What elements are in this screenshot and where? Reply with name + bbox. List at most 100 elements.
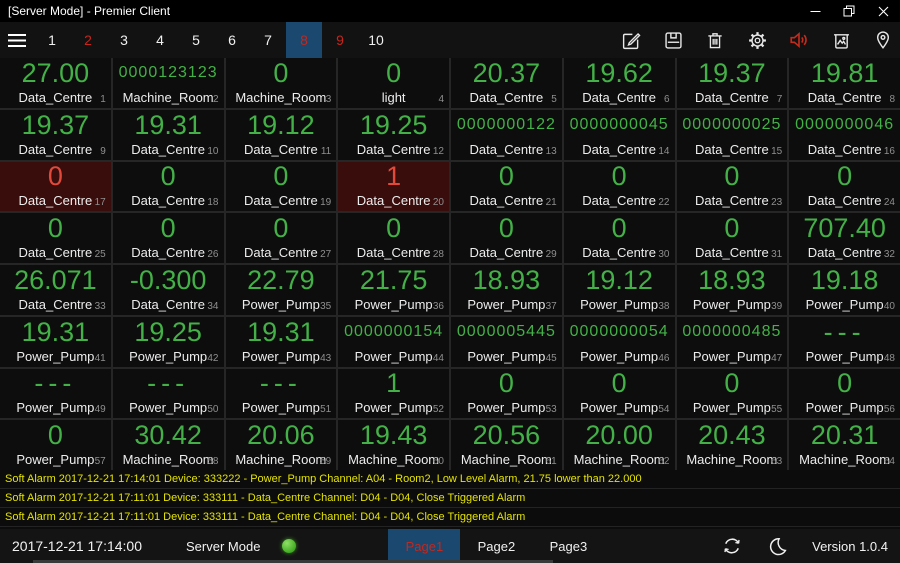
settings-button[interactable] [745,28,769,52]
value-cell[interactable]: 20.06 Machine_Room 59 [225,420,337,470]
value-cell[interactable]: 22.79 Power_Pump 35 [225,265,337,315]
value-cell[interactable]: 0000000046 Data_Centre 16 [789,109,900,160]
value-cell[interactable]: 0 Power_Pump 55 [676,368,788,419]
value-cell[interactable]: 0 Data_Centre 22 [563,161,675,212]
cell-label: Power_Pump [241,348,320,364]
save-button[interactable] [661,28,685,52]
value-cell[interactable]: 0 Machine_Room 3 [225,58,337,108]
value-cell[interactable]: 20.00 Machine_Room 62 [563,420,675,470]
value-cell[interactable]: 19.43 Machine_Room 60 [338,420,449,470]
value-cell[interactable]: 19.31 Power_Pump 41 [0,316,111,367]
location-button[interactable] [871,28,895,52]
value-cell[interactable]: 26.071 Data_Centre 33 [0,265,111,315]
value-cell[interactable]: 19.12 Power_Pump 38 [563,265,675,315]
value-cell[interactable]: 0 Data_Centre 30 [563,213,675,263]
value-cell[interactable]: 0000005445 Power_Pump 45 [451,316,562,367]
horizontal-scrollbar[interactable] [33,560,553,563]
value-cell[interactable]: 707.40 Data_Centre 32 [789,213,900,263]
value-cell[interactable]: 0 light 4 [338,58,449,108]
page-tab-page1[interactable]: Page1 [388,529,461,563]
cell-value: 0 [837,161,853,192]
menu-button[interactable] [0,22,34,58]
tab-6[interactable]: 6 [228,32,236,48]
value-cell[interactable]: 19.31 Power_Pump 43 [225,316,337,367]
value-cell[interactable]: 19.37 Data_Centre 9 [0,109,111,160]
cell-index: 26 [207,249,219,260]
value-cell[interactable]: 20.37 Data_Centre 5 [451,58,562,108]
value-cell[interactable]: 0 Power_Pump 57 [0,420,111,470]
value-cell[interactable]: 0 Data_Centre 23 [676,161,788,212]
value-cell[interactable]: 0000000485 Power_Pump 47 [676,316,788,367]
value-cell[interactable]: 19.12 Data_Centre 11 [225,109,337,160]
value-cell[interactable]: 0000000122 Data_Centre 13 [451,109,562,160]
tab-10[interactable]: 10 [368,32,384,48]
night-mode-button[interactable] [767,536,788,557]
tab-1[interactable]: 1 [48,32,56,48]
value-cell[interactable]: 0000000025 Data_Centre 15 [676,109,788,160]
value-cell[interactable]: 0000000045 Data_Centre 14 [563,109,675,160]
value-cell[interactable]: 20.31 Machine_Room 64 [789,420,900,470]
sync-button[interactable] [721,535,743,557]
tab-4[interactable]: 4 [156,32,164,48]
value-cell[interactable]: 20.43 Machine_Room 63 [676,420,788,470]
value-cell[interactable]: --- Power_Pump 49 [0,368,111,419]
value-cell[interactable]: 0 Data_Centre 18 [112,161,224,212]
tab-8[interactable]: 8 [286,22,322,58]
clear-snapshot-button[interactable] [829,28,853,52]
cell-footer: Power_Pump 35 [226,296,337,315]
tab-2[interactable]: 2 [84,32,92,48]
value-cell[interactable]: 0000123123 Machine_Room 2 [112,58,224,108]
value-cell[interactable]: 0000000154 Power_Pump 44 [338,316,449,367]
value-cell[interactable]: 18.93 Power_Pump 37 [451,265,562,315]
value-cell[interactable]: 0 Data_Centre 27 [225,213,337,263]
value-cell[interactable]: -0.300 Data_Centre 34 [112,265,224,315]
page-tab-page3[interactable]: Page3 [549,538,588,554]
value-cell[interactable]: 1 Power_Pump 52 [338,368,449,419]
value-cell[interactable]: 0 Power_Pump 54 [563,368,675,419]
delete-button[interactable] [703,28,727,52]
value-cell[interactable]: 19.25 Power_Pump 42 [112,316,224,367]
value-cell[interactable]: 1 Data_Centre 20 [338,161,449,212]
value-cell[interactable]: 0 Data_Centre 25 [0,213,111,263]
value-cell[interactable]: 0 Data_Centre 17 [0,161,111,212]
value-cell[interactable]: 0 Power_Pump 56 [789,368,900,419]
value-cell[interactable]: 0 Data_Centre 21 [451,161,562,212]
value-cell[interactable]: 27.00 Data_Centre 1 [0,58,111,108]
minimize-button[interactable] [798,0,832,22]
tab-5[interactable]: 5 [192,32,200,48]
value-cell[interactable]: 18.93 Power_Pump 39 [676,265,788,315]
value-cell[interactable]: 19.81 Data_Centre 8 [789,58,900,108]
tab-7[interactable]: 7 [264,32,272,48]
value-cell[interactable]: 0 Power_Pump 53 [451,368,562,419]
value-cell[interactable]: 20.56 Machine_Room 61 [451,420,562,470]
value-cell[interactable]: 30.42 Machine_Room 58 [112,420,224,470]
value-cell[interactable]: 19.62 Data_Centre 6 [563,58,675,108]
tab-9[interactable]: 9 [336,32,344,48]
page-tab-page2[interactable]: Page2 [477,538,516,554]
value-cell[interactable]: 21.75 Power_Pump 36 [338,265,449,315]
alarm-message[interactable]: Soft Alarm 2017-12-21 17:11:01 Device: 3… [0,508,900,527]
value-cell[interactable]: 19.18 Power_Pump 40 [789,265,900,315]
value-cell[interactable]: --- Power_Pump 48 [789,316,900,367]
audio-mute-button[interactable] [787,28,811,52]
value-cell[interactable]: 19.25 Data_Centre 12 [338,109,449,160]
window-title: [Server Mode] - Premier Client [8,4,171,18]
value-cell[interactable]: 19.37 Data_Centre 7 [676,58,788,108]
maximize-button[interactable] [832,0,866,22]
value-cell[interactable]: 0 Data_Centre 31 [676,213,788,263]
value-cell[interactable]: 0000000054 Power_Pump 46 [563,316,675,367]
value-cell[interactable]: --- Power_Pump 50 [112,368,224,419]
value-cell[interactable]: --- Power_Pump 51 [225,368,337,419]
value-cell[interactable]: 0 Data_Centre 29 [451,213,562,263]
value-cell[interactable]: 0 Data_Centre 26 [112,213,224,263]
edit-button[interactable] [619,28,643,52]
value-cell[interactable]: 0 Data_Centre 28 [338,213,449,263]
tab-3[interactable]: 3 [120,32,128,48]
alarm-message[interactable]: Soft Alarm 2017-12-21 17:14:01 Device: 3… [0,470,900,489]
close-button[interactable] [866,0,900,22]
alarm-message[interactable]: Soft Alarm 2017-12-21 17:11:01 Device: 3… [0,489,900,508]
value-cell[interactable]: 0 Data_Centre 19 [225,161,337,212]
value-cell[interactable]: 19.31 Data_Centre 10 [112,109,224,160]
value-cell[interactable]: 0 Data_Centre 24 [789,161,900,212]
cell-index: 39 [771,300,783,312]
